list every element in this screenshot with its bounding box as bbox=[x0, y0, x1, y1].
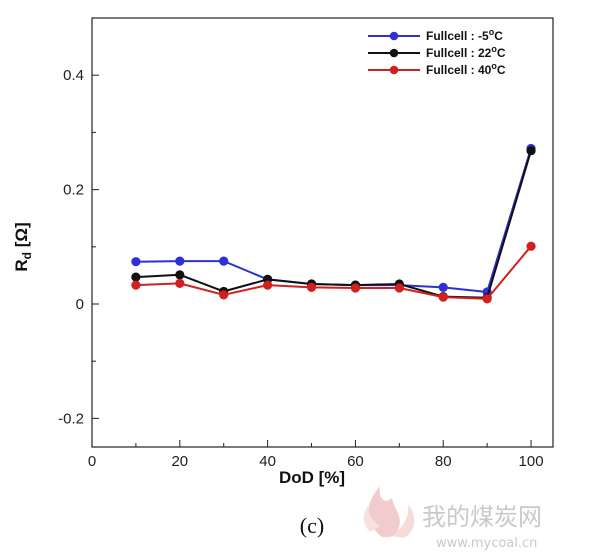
watermark-url: www.mycoal.cn bbox=[436, 536, 537, 551]
data-point bbox=[263, 280, 273, 290]
legend-label-name: Fullcell : 22 bbox=[426, 46, 492, 60]
y-tick-label: 0 bbox=[76, 296, 84, 313]
legend-label-unit: C bbox=[497, 63, 506, 77]
legend-label-degree: o bbox=[491, 44, 497, 54]
series-1 bbox=[131, 143, 536, 297]
x-tick-label: 20 bbox=[171, 453, 188, 470]
legend-item: Fullcell : 22oC bbox=[368, 44, 506, 60]
legend-label: Fullcell : 40oC bbox=[426, 61, 506, 77]
legend-label-unit: C bbox=[497, 46, 506, 60]
y-axis-title: Rd [Ω] bbox=[12, 222, 34, 271]
watermark-text: 我的煤炭网 bbox=[422, 503, 542, 531]
figure-caption: (c) bbox=[300, 513, 324, 538]
data-point bbox=[175, 256, 185, 266]
data-point bbox=[131, 280, 141, 290]
y-tick-label: 0.2 bbox=[63, 182, 84, 199]
y-axis-title-sub: d bbox=[20, 252, 34, 259]
data-point bbox=[175, 270, 185, 280]
legend-marker bbox=[389, 48, 399, 58]
plot-border bbox=[91, 17, 554, 448]
series-3 bbox=[131, 241, 536, 304]
series-line bbox=[135, 245, 532, 300]
data-point bbox=[438, 282, 448, 293]
series-line bbox=[135, 148, 532, 294]
x-tick-label: 100 bbox=[519, 453, 544, 470]
data-point bbox=[219, 290, 229, 300]
watermark: 我的煤炭网 www.mycoal.cn bbox=[363, 486, 542, 551]
plot-frame bbox=[91, 17, 554, 448]
legend-marker bbox=[389, 65, 399, 75]
legend-item: Fullcell : 40oC bbox=[368, 61, 506, 77]
legend-label: Fullcell : -5oC bbox=[426, 27, 503, 43]
legend-label-degree: o bbox=[491, 61, 497, 71]
x-tick-label: 40 bbox=[259, 453, 276, 470]
legend-label-unit: C bbox=[494, 29, 503, 43]
x-axis: 0 20 40 60 80 100 bbox=[88, 440, 544, 470]
y-tick-label: -0.2 bbox=[58, 410, 84, 427]
legend-item: Fullcell : -5oC bbox=[368, 27, 503, 43]
data-point bbox=[526, 241, 536, 251]
y-axis-title-main: R bbox=[12, 259, 31, 271]
legend-label: Fullcell : 22oC bbox=[426, 44, 506, 60]
data-point bbox=[526, 146, 536, 156]
data-point bbox=[394, 283, 404, 293]
data-point bbox=[219, 256, 229, 266]
data-point bbox=[131, 272, 141, 282]
data-point bbox=[438, 292, 448, 302]
data-point bbox=[306, 282, 317, 293]
series-layer bbox=[131, 143, 536, 304]
x-tick-label: 60 bbox=[347, 453, 364, 470]
x-tick-label: 80 bbox=[435, 453, 452, 470]
series-2 bbox=[131, 146, 536, 303]
legend-marker bbox=[389, 31, 399, 41]
x-axis-title: DoD [%] bbox=[279, 468, 345, 487]
watermark-flame-icon bbox=[363, 486, 415, 538]
x-tick-label: 0 bbox=[88, 453, 96, 470]
y-tick-label: 0.4 bbox=[63, 67, 84, 84]
series-line bbox=[135, 150, 532, 299]
data-point bbox=[175, 278, 185, 289]
y-axis-title-unit: [Ω] bbox=[12, 222, 31, 252]
data-point bbox=[350, 283, 361, 293]
legend-label-name: Fullcell : 40 bbox=[426, 63, 492, 77]
data-point bbox=[482, 294, 492, 304]
y-axis: -0.2 0 0.2 0.4 bbox=[58, 67, 99, 427]
legend-label-name: Fullcell : -5 bbox=[426, 29, 489, 43]
legend-label-degree: o bbox=[489, 27, 495, 37]
data-point bbox=[131, 257, 141, 267]
